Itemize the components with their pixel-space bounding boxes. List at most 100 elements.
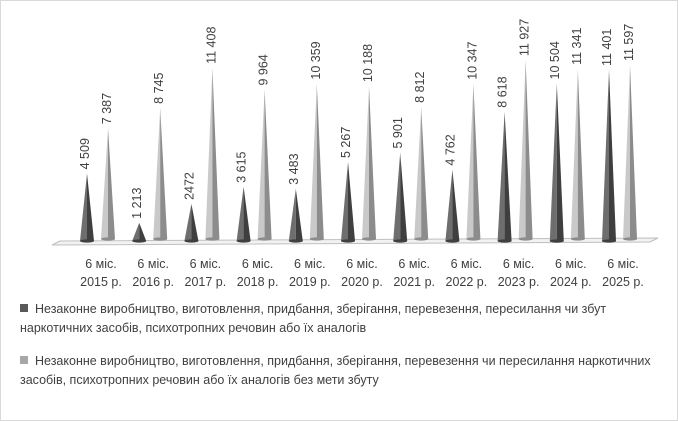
cone-series-2-cat-7-right xyxy=(421,106,429,241)
data-label-series-2-cat-9: 11 927 xyxy=(518,19,532,56)
cone-series-1-cat-9-left xyxy=(497,111,505,243)
cone-series-2-cat-6-left xyxy=(362,86,369,241)
cone-series-2-cat-8-base xyxy=(466,237,481,241)
cone-series-2-cat-1-base xyxy=(101,237,115,241)
x-tick-label-11-line-1: 6 міс. xyxy=(607,257,639,271)
cone-series-1-cat-10-right xyxy=(556,83,564,243)
cone-series-1-cat-8-base xyxy=(445,239,460,243)
cone-series-2-cat-2-base xyxy=(153,237,168,241)
cone-series-1-cat-3-right xyxy=(191,203,199,243)
cone-series-1-cat-5-base xyxy=(288,239,303,243)
cone-series-2-cat-11-right xyxy=(630,65,637,241)
cone-series-1-cat-4-base xyxy=(236,239,251,243)
cone-series-2-cat-9-right xyxy=(525,60,533,241)
x-tick-label-1-line-1: 6 міс. xyxy=(85,257,117,271)
cone-series-2-cat-4-left xyxy=(257,89,265,241)
x-tick-label-9-line-2: 2023 р. xyxy=(498,275,540,289)
x-tick-label-11-line-2: 2025 р. xyxy=(602,275,644,289)
data-label-series-2-cat-4: 9 964 xyxy=(257,54,271,85)
cone-series-1-cat-2-right xyxy=(139,222,147,243)
cone-series-2-cat-7-left xyxy=(414,106,422,241)
cone-series-2-cat-6-right xyxy=(369,86,376,241)
cone-series-1-cat-2-left xyxy=(132,222,140,243)
x-tick-label-3-line-2: 2017 р. xyxy=(185,275,227,289)
x-tick-label-7-line-1: 6 міс. xyxy=(398,257,430,271)
x-tick-label-4-line-1: 6 міс. xyxy=(242,257,274,271)
cone-series-2-cat-6-base xyxy=(362,237,376,241)
legend-label-series-1: Незаконне виробництво, виготовлення, при… xyxy=(20,302,607,335)
cone-series-1-cat-1-right xyxy=(87,173,94,243)
x-tick-label-8-line-2: 2022 р. xyxy=(446,275,488,289)
cone-series-1-cat-5-left xyxy=(288,188,296,243)
legend-label-series-2: Незаконне виробництво, виготовлення, при… xyxy=(20,354,651,387)
cone-series-2-cat-5-base xyxy=(309,237,324,241)
cone-series-1-cat-4-left xyxy=(236,186,244,243)
cone-series-1-cat-6-left xyxy=(341,161,348,243)
x-tick-label-10-line-2: 2024 р. xyxy=(550,275,592,289)
cone-series-2-cat-10-left xyxy=(570,68,578,241)
cone-series-1-cat-10-left xyxy=(549,83,557,243)
cone-series-1-cat-10-base xyxy=(549,239,564,243)
cone-series-1-cat-8-right xyxy=(452,169,460,243)
data-label-series-2-cat-11: 11 597 xyxy=(622,24,636,61)
chart-plot: 4 509 7 387 6 міс. 2015 р. 1 213 8 745 6 міс. 2… xyxy=(51,19,659,289)
cone-series-1-cat-11-base xyxy=(602,239,616,243)
cone-series-2-cat-4-right xyxy=(264,89,272,241)
cone-series-2-cat-5-right xyxy=(316,83,324,241)
data-label-series-1-cat-1: 4 509 xyxy=(78,138,92,169)
data-label-series-1-cat-7: 5 901 xyxy=(391,117,405,148)
cone-series-1-cat-6-right xyxy=(348,161,355,243)
cone-series-1-cat-11-left xyxy=(602,69,609,243)
cone-series-1-cat-6-base xyxy=(341,239,355,243)
x-tick-label-6-line-1: 6 міс. xyxy=(346,257,378,271)
x-tick-label-5-line-1: 6 міс. xyxy=(294,257,326,271)
cone-series-2-cat-7-base xyxy=(414,237,429,241)
x-tick-label-9-line-1: 6 міс. xyxy=(503,257,535,271)
x-tick-label-2-line-1: 6 міс. xyxy=(137,257,169,271)
data-label-series-1-cat-6: 5 267 xyxy=(339,127,353,158)
data-label-series-2-cat-7: 8 812 xyxy=(413,71,427,102)
data-label-series-1-cat-2: 1 213 xyxy=(130,187,144,218)
data-label-series-1-cat-5: 3 483 xyxy=(287,153,301,184)
data-label-series-2-cat-1: 7 387 xyxy=(100,93,114,124)
data-label-series-1-cat-9: 8 618 xyxy=(496,76,510,107)
cone-series-1-cat-1-base xyxy=(80,239,94,243)
cone-series-2-cat-1-right xyxy=(108,128,115,241)
x-tick-label-2-line-2: 2016 р. xyxy=(132,275,174,289)
cone-series-2-cat-2-right xyxy=(160,107,168,241)
cone-series-1-cat-5-right xyxy=(295,188,303,243)
legend-swatch-series-2 xyxy=(20,356,28,364)
legend-item-series-2: Незаконне виробництво, виготовлення, при… xyxy=(20,352,660,390)
cone-series-1-cat-11-right xyxy=(609,69,616,243)
cone-series-2-cat-1-left xyxy=(101,128,108,241)
x-tick-label-6-line-2: 2020 р. xyxy=(341,275,383,289)
cone-series-1-cat-3-base xyxy=(184,239,199,243)
x-tick-label-1-line-2: 2015 р. xyxy=(80,275,122,289)
data-label-series-1-cat-11: 11 401 xyxy=(600,29,614,66)
data-label-series-1-cat-10: 10 504 xyxy=(548,41,562,79)
cone-series-2-cat-3-left xyxy=(205,67,213,241)
cone-series-2-cat-2-left xyxy=(153,107,161,241)
cone-series-2-cat-10-base xyxy=(570,237,585,241)
data-label-series-2-cat-8: 10 347 xyxy=(465,42,479,80)
data-label-series-2-cat-5: 10 359 xyxy=(309,41,323,79)
data-label-series-1-cat-3: 2472 xyxy=(182,172,196,200)
x-tick-label-5-line-2: 2019 р. xyxy=(289,275,331,289)
cone-series-1-cat-1-left xyxy=(80,173,87,243)
cone-series-1-cat-9-right xyxy=(504,111,512,243)
cone-series-1-cat-7-base xyxy=(393,239,408,243)
x-tick-label-3-line-1: 6 міс. xyxy=(190,257,222,271)
cone-series-1-cat-7-left xyxy=(393,152,401,243)
cone-series-2-cat-4-base xyxy=(257,237,272,241)
data-label-series-2-cat-6: 10 188 xyxy=(361,44,375,82)
cone-series-2-cat-3-base xyxy=(205,237,220,241)
cone-series-2-cat-9-base xyxy=(518,237,533,241)
data-label-series-2-cat-2: 8 745 xyxy=(152,72,166,103)
cone-series-1-cat-4-right xyxy=(243,186,251,243)
cone-series-2-cat-11-left xyxy=(623,65,630,241)
x-tick-label-7-line-2: 2021 р. xyxy=(393,275,435,289)
cone-series-1-cat-2-base xyxy=(132,239,147,243)
legend-swatch-series-1 xyxy=(20,304,28,312)
x-tick-label-4-line-2: 2018 р. xyxy=(237,275,279,289)
x-tick-label-10-line-1: 6 міс. xyxy=(555,257,587,271)
